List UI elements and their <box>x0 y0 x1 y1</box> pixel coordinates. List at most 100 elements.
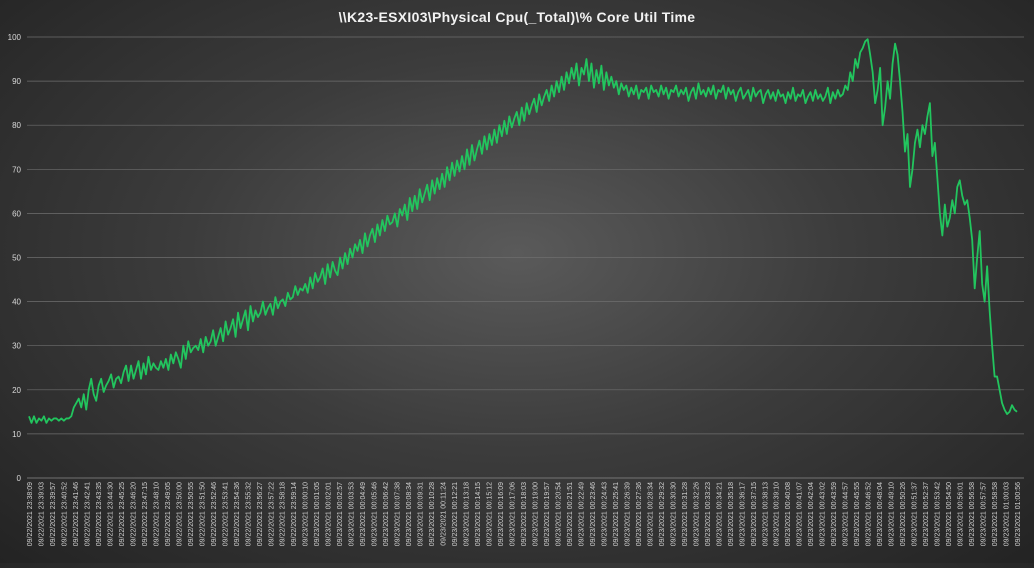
x-tick-label: 09/23/2021 00:31:28 <box>682 482 689 546</box>
x-tick-label: 09/23/2021 00:56:58 <box>969 482 976 546</box>
x-tick-label: 09/22/2021 23:52:46 <box>211 482 218 546</box>
y-tick-label: 70 <box>12 165 21 174</box>
y-tick-label: 20 <box>12 386 21 395</box>
x-tick-label: 09/23/2021 00:49:10 <box>889 482 896 546</box>
x-tick-label: 09/23/2021 00:41:07 <box>797 482 804 546</box>
x-tick-label: 09/23/2021 00:05:46 <box>372 482 379 546</box>
x-tick-label: 09/23/2021 00:26:39 <box>624 482 631 546</box>
x-tick-label: 09/22/2021 23:40:52 <box>61 482 68 546</box>
x-tick-label: 09/23/2021 00:09:31 <box>418 482 425 546</box>
x-tick-label: 09/22/2021 23:59:14 <box>291 482 298 546</box>
x-tick-label: 09/23/2021 00:12:21 <box>452 482 459 546</box>
x-tick-label: 09/23/2021 00:24:43 <box>601 482 608 546</box>
x-tick-label: 09/23/2021 00:21:51 <box>567 482 574 546</box>
x-tick-label: 09/23/2021 00:32:26 <box>693 482 700 546</box>
x-tick-label: 09/23/2021 00:50:26 <box>900 482 907 546</box>
x-tick-label: 09/23/2021 00:19:57 <box>544 482 551 546</box>
x-tick-label: 09/23/2021 00:33:23 <box>705 482 712 546</box>
y-tick-label: 30 <box>12 342 21 351</box>
x-tick-label: 09/23/2021 00:56:01 <box>958 482 965 546</box>
x-tick-label: 09/22/2021 23:39:57 <box>50 482 57 546</box>
x-tick-label: 09/23/2021 00:54:50 <box>946 482 953 546</box>
x-tick-label: 09/22/2021 23:45:25 <box>119 482 126 546</box>
x-tick-label: 09/23/2021 00:18:03 <box>521 482 528 546</box>
x-tick-label: 09/22/2021 23:51:50 <box>199 482 206 546</box>
x-tick-label: 09/23/2021 00:29:32 <box>659 482 666 546</box>
x-tick-label: 09/23/2021 00:02:01 <box>326 482 333 546</box>
x-tick-label: 09/23/2021 00:53:42 <box>935 482 942 546</box>
x-tick-label: 09/23/2021 00:23:46 <box>590 482 597 546</box>
x-tick-label: 09/23/2021 00:14:15 <box>475 482 482 546</box>
x-tick-label: 09/23/2021 00:42:04 <box>808 482 815 546</box>
x-tick-label: 09/23/2021 00:43:02 <box>820 482 827 546</box>
y-tick-label: 90 <box>12 77 21 86</box>
x-tick-label: 09/23/2021 00:22:49 <box>578 482 585 546</box>
x-tick-label: 09/22/2021 23:41:46 <box>73 482 80 546</box>
x-tick-label: 09/23/2021 00:40:08 <box>785 482 792 546</box>
x-tick-label: 09/23/2021 00:51:37 <box>912 482 919 546</box>
x-tick-label: 09/23/2021 00:20:54 <box>555 482 562 546</box>
x-tick-label: 09/22/2021 23:46:20 <box>130 482 137 546</box>
x-tick-label: 09/22/2021 23:50:55 <box>188 482 195 546</box>
y-tick-label: 50 <box>12 254 21 263</box>
x-tick-label: 09/22/2021 23:39:03 <box>38 482 45 546</box>
x-tick-label: 09/23/2021 00:39:10 <box>774 482 781 546</box>
x-tick-label: 09/23/2021 01:00:56 <box>1015 482 1022 546</box>
x-tick-label: 09/23/2021 00:25:41 <box>613 482 620 546</box>
series-line <box>28 38 1018 424</box>
x-tick-label: 09/23/2021 00:27:36 <box>636 482 643 546</box>
x-tick-label: 09/22/2021 23:44:30 <box>107 482 114 546</box>
x-tick-label: 09/23/2021 00:43:59 <box>831 482 838 546</box>
x-tick-label: 09/23/2021 00:48:04 <box>877 482 884 546</box>
x-tick-label: 09/22/2021 23:49:05 <box>165 482 172 546</box>
x-tick-label: 09/23/2021 00:44:57 <box>843 482 850 546</box>
x-tick-label: 09/23/2021 00:08:34 <box>406 482 413 546</box>
x-tick-label: 09/23/2021 01:00:03 <box>1004 482 1011 546</box>
x-tick-label: 09/22/2021 23:53:41 <box>222 482 229 546</box>
chart-title: \\K23-ESXI03\Physical Cpu(_Total)\% Core… <box>339 9 696 25</box>
x-tick-label: 09/22/2021 23:54:36 <box>234 482 241 546</box>
x-tick-label: 09/22/2021 23:55:32 <box>245 482 252 546</box>
x-tick-label: 09/23/2021 00:52:37 <box>923 482 930 546</box>
x-tick-label: 09/23/2021 00:28:34 <box>647 482 654 546</box>
x-tick-label: 09/23/2021 00:57:57 <box>981 482 988 546</box>
x-tick-label: 09/23/2021 00:35:18 <box>728 482 735 546</box>
x-tick-label: 09/22/2021 23:38:09 <box>27 482 34 546</box>
x-tick-label: 09/22/2021 23:48:10 <box>153 482 160 546</box>
x-tick-label: 09/22/2021 23:57:22 <box>268 482 275 546</box>
y-tick-label: 80 <box>12 121 21 130</box>
x-tick-label: 09/23/2021 00:03:53 <box>349 482 356 546</box>
y-axis-ticks: 0 10 20 30 40 50 60 70 80 90 100 <box>8 33 22 483</box>
x-tick-label: 09/23/2021 00:00:10 <box>303 482 310 546</box>
x-tick-label: 09/23/2021 00:04:49 <box>360 482 367 546</box>
x-tick-label: 09/22/2021 23:50:00 <box>176 482 183 546</box>
x-tick-label: 09/23/2021 00:45:55 <box>854 482 861 546</box>
x-tick-label: 09/23/2021 00:07:38 <box>395 482 402 546</box>
y-tick-label: 10 <box>12 430 21 439</box>
x-tick-label: 09/22/2021 23:47:15 <box>142 482 149 546</box>
x-tick-label: 09/23/2021 00:46:52 <box>866 482 873 546</box>
x-tick-label: 09/23/2021 00:10:28 <box>429 482 436 546</box>
gridlines <box>27 36 1024 479</box>
x-tick-label: 09/23/2021 00:58:58 <box>992 482 999 546</box>
x-tick-label: 09/23/2021 00:30:30 <box>670 482 677 546</box>
x-tick-label: 09/23/2021 00:16:09 <box>498 482 505 546</box>
x-tick-label: 09/23/2021 00:02:57 <box>337 482 344 546</box>
y-tick-label: 60 <box>12 209 21 218</box>
x-tick-label: 09/23/2021 00:36:17 <box>739 482 746 546</box>
x-tick-label: 09/23/2021 00:11:24 <box>441 482 448 546</box>
x-tick-label: 09/23/2021 00:34:21 <box>716 482 723 546</box>
x-tick-label: 09/22/2021 23:58:18 <box>280 482 287 546</box>
x-tick-label: 09/23/2021 00:19:00 <box>532 482 539 546</box>
x-tick-label: 09/22/2021 23:42:41 <box>84 482 91 546</box>
y-tick-label: 40 <box>12 298 21 307</box>
x-axis-ticks: 09/22/2021 23:38:09 09/22/2021 23:39:03 09… <box>27 482 1022 546</box>
x-tick-label: 09/22/2021 23:56:27 <box>257 482 264 546</box>
x-tick-label: 09/23/2021 00:17:06 <box>510 482 517 546</box>
series-layer <box>28 38 1018 424</box>
x-tick-label: 09/23/2021 00:38:13 <box>762 482 769 546</box>
x-tick-label: 09/23/2021 00:13:18 <box>464 482 471 546</box>
x-tick-label: 09/23/2021 00:06:42 <box>383 482 390 546</box>
